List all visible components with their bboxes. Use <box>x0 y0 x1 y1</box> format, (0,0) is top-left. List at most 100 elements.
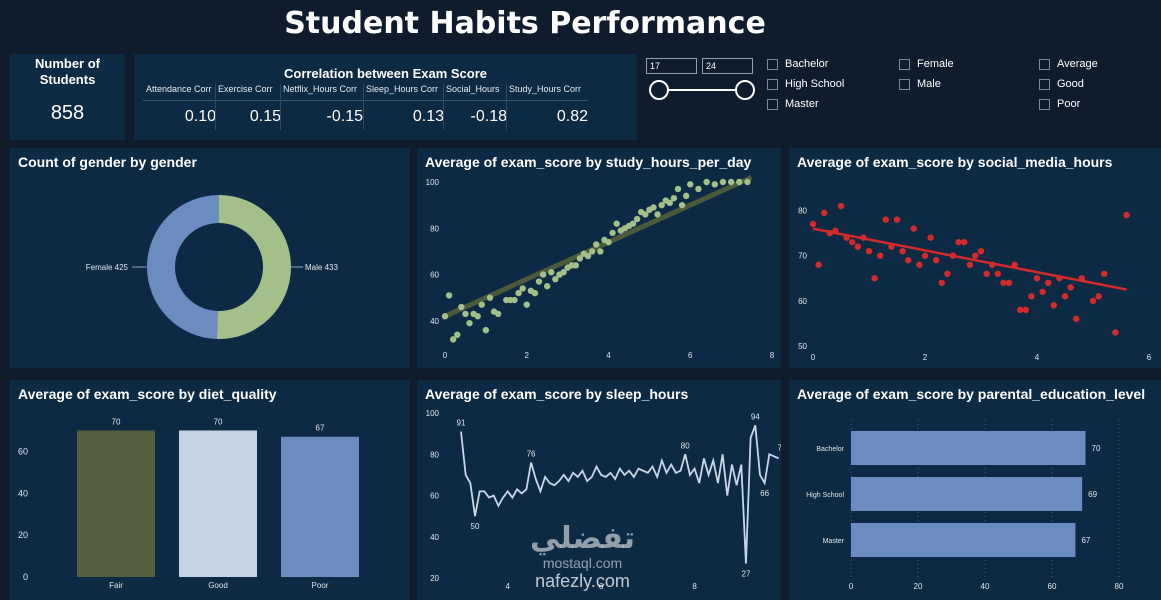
corr-value-2: -0.15 <box>326 108 363 125</box>
scatter-point <box>1123 211 1130 219</box>
slicer-gender-male[interactable]: Male <box>899 78 941 90</box>
x-tick-label: 6 <box>688 351 693 360</box>
slicer-education-master[interactable]: Master <box>767 98 819 110</box>
age-max-input[interactable]: 24 <box>702 58 753 74</box>
x-tick-label: Good <box>208 581 228 590</box>
scatter-point <box>1045 279 1052 286</box>
scatter-point <box>1050 302 1057 309</box>
x-tick-label: 6 <box>1147 353 1152 362</box>
scatter-point <box>877 252 884 259</box>
bar-fair <box>77 430 155 577</box>
scatter-point <box>977 248 985 255</box>
y-tick-label: 60 <box>18 446 28 456</box>
slicer-diet-good[interactable]: Good <box>1039 78 1084 90</box>
y-tick-label: 60 <box>798 297 807 306</box>
scatter-point <box>593 241 600 248</box>
slicer-label: Male <box>917 78 941 90</box>
scatter-point <box>666 199 674 207</box>
scatter-point <box>711 181 718 188</box>
scatter-point <box>552 276 559 283</box>
scatter-point <box>972 252 979 259</box>
data-label: 79 <box>778 443 781 452</box>
scatter-point <box>1095 293 1102 300</box>
corr-value-1: 0.15 <box>249 108 281 125</box>
y-tick-label: 20 <box>430 574 439 583</box>
scatter-point <box>736 178 743 186</box>
y-tick-label: 60 <box>430 492 439 501</box>
y-tick-label: 20 <box>18 530 28 540</box>
scatter-point <box>535 278 543 285</box>
corr-header-3: Sleep_Hours Corr <box>366 84 439 94</box>
scatter-point <box>674 185 682 193</box>
x-tick-label: 0 <box>811 353 816 362</box>
slider-handle-min[interactable] <box>649 80 669 100</box>
scatter-point <box>854 243 861 250</box>
scatter-point <box>454 331 461 338</box>
bar-value-label: 70 <box>1092 444 1101 453</box>
corr-col-divider <box>443 84 444 130</box>
scatter-point <box>1028 293 1035 300</box>
diet-chart-panel: Average of exam_score by diet_quality 0 2… <box>10 380 410 600</box>
hbar-1 <box>851 477 1083 511</box>
slider-handle-max[interactable] <box>735 80 755 100</box>
y-tick-label: 40 <box>430 533 439 542</box>
slicer-diet-poor[interactable]: Poor <box>1039 98 1080 110</box>
scatter-point <box>1022 306 1029 314</box>
slicer-label: High School <box>785 78 845 90</box>
scatter-point <box>910 225 917 232</box>
bar-poor <box>281 436 359 577</box>
hbar-0 <box>851 431 1086 465</box>
y-tick-label: High School <box>806 492 844 499</box>
parent-hbar-chart: 0 20 40 60 80 70 Bachelor 69 High School 67 Master <box>806 420 1124 591</box>
scatter-point <box>927 234 934 241</box>
scatter-point <box>576 255 584 262</box>
parent-chart-panel: Average of exam_score by parental_educat… <box>789 380 1161 600</box>
page-title: Student Habits Performance <box>284 6 766 41</box>
scatter-point <box>462 310 469 318</box>
scatter-point <box>1061 293 1069 300</box>
data-label: 66 <box>760 489 769 498</box>
trend-line <box>812 227 1127 291</box>
scatter-point <box>613 220 620 227</box>
scatter-point <box>1033 275 1041 282</box>
slicer-diet-average[interactable]: Average <box>1039 58 1098 70</box>
slicer-education-bachelor[interactable]: Bachelor <box>767 58 828 70</box>
scatter-point <box>449 336 457 343</box>
bar-good <box>179 430 257 577</box>
x-tick-label: 8 <box>770 351 775 360</box>
corr-header-0: Attendance Corr <box>146 84 212 94</box>
correlation-table <box>134 54 637 140</box>
scatter-point <box>815 261 822 268</box>
y-tick-label: 80 <box>798 207 807 216</box>
scatter-point <box>474 313 481 320</box>
corr-header-2: Netflix_Hours Corr <box>283 84 358 94</box>
x-tick-label: 4 <box>1035 353 1040 362</box>
corr-value-0: 0.10 <box>184 108 216 125</box>
scatter-point <box>515 289 522 297</box>
scatter-point <box>543 282 551 290</box>
slicer-gender-female[interactable]: Female <box>899 58 954 70</box>
slicer-education-high-school[interactable]: High School <box>767 78 844 90</box>
scatter-point <box>719 178 727 186</box>
scatter-point <box>703 178 710 186</box>
x-tick-label: 60 <box>1048 582 1057 591</box>
scatter-point <box>837 202 845 210</box>
x-tick-label: 0 <box>849 582 854 591</box>
watermark: تفضلي mostaql.com nafezly.com <box>505 522 660 600</box>
scatter-point <box>955 238 962 246</box>
y-tick-label: 60 <box>430 271 439 280</box>
age-min-input[interactable]: 17 <box>646 58 697 74</box>
scatter-point <box>882 216 889 223</box>
scatter-point <box>658 201 665 209</box>
bar-value-label: 67 <box>316 424 325 433</box>
x-tick-label: Fair <box>109 581 123 590</box>
corr-col-divider <box>215 84 216 130</box>
data-label: 27 <box>742 570 751 579</box>
scatter-point <box>682 192 690 200</box>
scatter-point <box>944 270 951 277</box>
corr-value-4: -0.18 <box>470 108 507 125</box>
checkbox-icon <box>1039 98 1050 110</box>
corr-header-4: Social_Hours <box>446 84 500 94</box>
y-tick-label: 100 <box>426 178 440 187</box>
scatter-point <box>531 289 539 297</box>
